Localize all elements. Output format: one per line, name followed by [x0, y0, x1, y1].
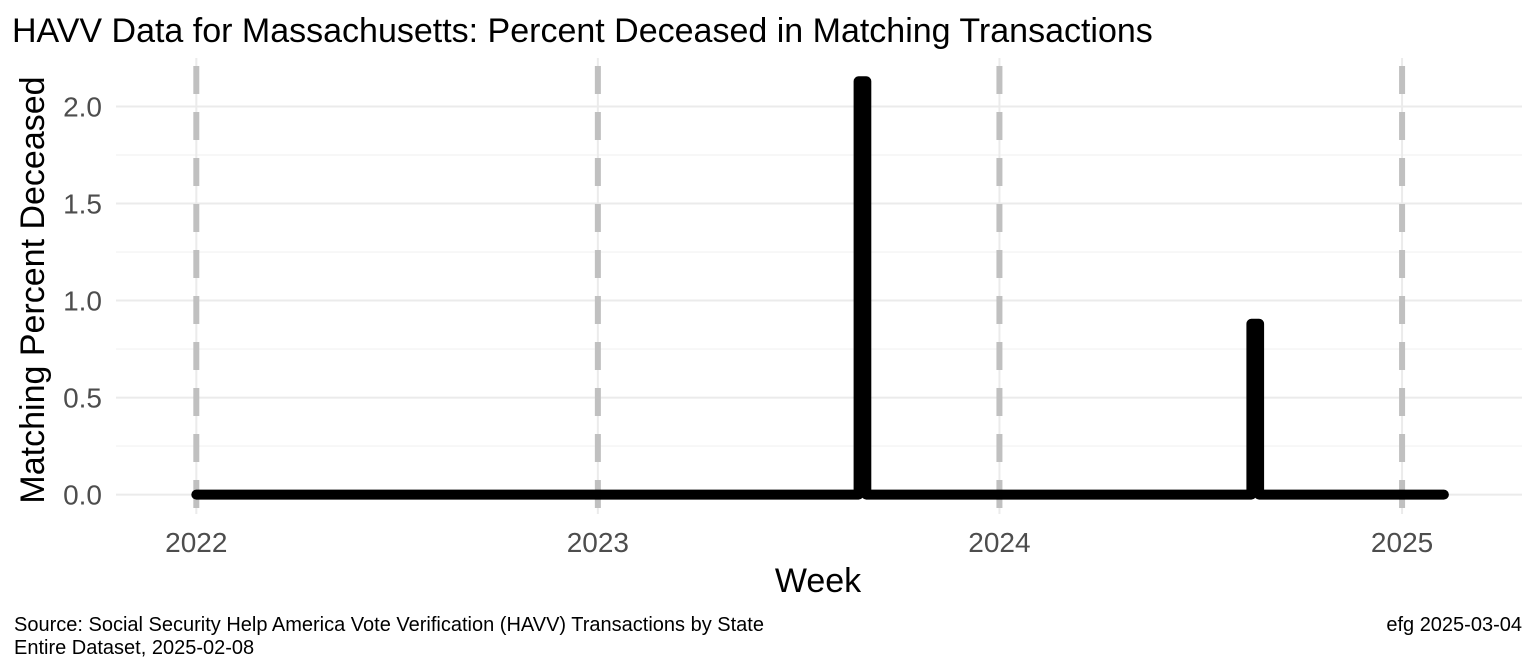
y-tick-label: 1.0 — [63, 286, 102, 317]
chart-title: HAVV Data for Massachusetts: Percent Dec… — [12, 12, 1153, 50]
x-axis-title: Week — [775, 562, 862, 600]
y-tick-label: 1.5 — [63, 189, 102, 220]
x-tick-label: 2023 — [567, 527, 629, 558]
series-layer — [191, 76, 1449, 500]
x-tick-label: 2025 — [1371, 527, 1433, 558]
x-tick-label: 2022 — [165, 527, 227, 558]
series-line — [191, 76, 1449, 500]
y-tick-label: 0.0 — [63, 480, 102, 511]
x-tick-label: 2024 — [968, 527, 1030, 558]
credit-caption: efg 2025-03-04 — [1386, 614, 1522, 636]
source-caption-line2: Entire Dataset, 2025-02-08 — [14, 637, 254, 659]
grid-layer — [116, 58, 1522, 514]
tick-layer: 0.0 0.5 1.0 1.5 2.0 2022 2023 2024 2025 — [63, 92, 1433, 558]
y-tick-label: 0.5 — [63, 383, 102, 414]
source-caption-line1: Source: Social Security Help America Vot… — [14, 614, 764, 636]
y-axis-title: Matching Percent Deceased — [14, 76, 52, 503]
year-marker-layer — [193, 66, 1406, 514]
y-tick-label: 2.0 — [63, 92, 102, 123]
